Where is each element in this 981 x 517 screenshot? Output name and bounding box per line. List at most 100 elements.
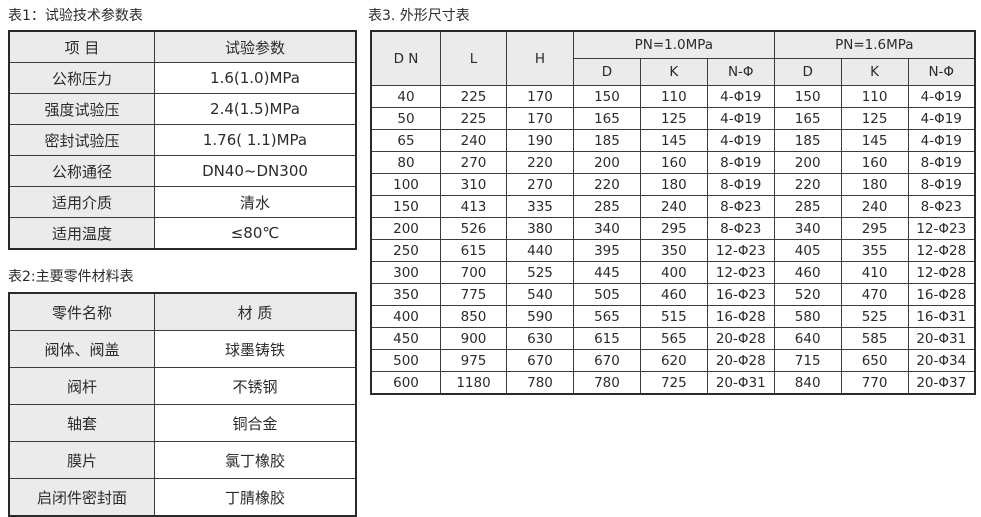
table-cell: 670 <box>506 349 574 372</box>
table-header-row: 零件名称 材 质 <box>8 292 357 331</box>
table-cell: 340 <box>773 217 842 240</box>
table1-header: 项 目 试验参数 <box>8 30 357 63</box>
table-row: 80 270 220 200 160 8-Φ19 200 160 8-Φ19 <box>370 151 976 174</box>
table2-body: 阀体、阀盖 球墨铸铁 阀杆 不锈钢 轴套 铜合金 膜片 氯丁橡胶 启闭件密封面 丁腈橡胶 <box>8 330 357 517</box>
table3-header-h: H <box>506 30 574 86</box>
table-cell: 400 <box>370 305 441 328</box>
table-cell: 355 <box>840 239 909 262</box>
table-cell: 460 <box>773 261 842 284</box>
table-cell: 615 <box>440 239 507 262</box>
table-cell: 395 <box>573 239 641 262</box>
table-cell: 适用介质 <box>8 186 155 218</box>
table-cell: 295 <box>840 217 909 240</box>
table-cell: 12-Φ23 <box>907 217 976 240</box>
table-cell: 20-Φ34 <box>907 349 976 372</box>
table-cell: 180 <box>840 173 909 196</box>
table-cell: 8-Φ23 <box>907 195 976 218</box>
table-cell: 450 <box>370 327 441 350</box>
table-cell: 膜片 <box>8 441 155 479</box>
table-cell: 150 <box>573 85 641 108</box>
table-cell: 强度试验压 <box>8 93 155 125</box>
table-row: 公称通径 DN40~DN300 <box>8 155 357 187</box>
table-cell: 350 <box>639 239 708 262</box>
table-cell: 8-Φ23 <box>706 195 775 218</box>
table-cell: 12-Φ28 <box>907 261 976 284</box>
table-cell: 770 <box>840 371 909 395</box>
table-cell: 413 <box>440 195 507 218</box>
table-cell: 铜合金 <box>154 404 357 442</box>
table-cell: 540 <box>506 283 574 306</box>
table-cell: 600 <box>370 371 441 395</box>
table-cell: 725 <box>639 371 708 395</box>
table3-header-pn10: PN=1.0MPa <box>573 30 775 59</box>
table-row: 450 900 630 615 565 20-Φ28 640 585 20-Φ31 <box>370 327 976 350</box>
table3-subheader-k-pn16: K <box>840 58 909 86</box>
table-cell: 12-Φ28 <box>907 239 976 262</box>
table-cell: 240 <box>840 195 909 218</box>
table-cell: 80 <box>370 151 441 174</box>
table-row: 膜片 氯丁橡胶 <box>8 441 357 479</box>
table-cell: 8-Φ19 <box>907 173 976 196</box>
table-cell: 270 <box>506 173 574 196</box>
table-cell: 185 <box>573 129 641 152</box>
table-cell: 700 <box>440 261 507 284</box>
table-cell: 密封试验压 <box>8 124 155 156</box>
table2-header-material: 材 质 <box>154 292 357 331</box>
table-cell: 8-Φ19 <box>706 151 775 174</box>
table-cell: 640 <box>773 327 842 350</box>
table-cell: 900 <box>440 327 507 350</box>
table-cell: 16-Φ28 <box>907 283 976 306</box>
table-cell: 110 <box>639 85 708 108</box>
table-cell: 505 <box>573 283 641 306</box>
table-cell: 200 <box>773 151 842 174</box>
table-cell: 4-Φ19 <box>706 129 775 152</box>
table-cell: 150 <box>773 85 842 108</box>
table-cell: ≤80℃ <box>154 217 357 250</box>
table-cell: 16-Φ31 <box>907 305 976 328</box>
table-row: 阀体、阀盖 球墨铸铁 <box>8 330 357 368</box>
table-cell: 410 <box>840 261 909 284</box>
table-cell: 250 <box>370 239 441 262</box>
table-cell: 440 <box>506 239 574 262</box>
table-cell: 620 <box>639 349 708 372</box>
table3-header-l: L <box>440 30 507 86</box>
table-cell: 405 <box>773 239 842 262</box>
table3-header-dn: D N <box>370 30 441 86</box>
table-row: 公称压力 1.6(1.0)MPa <box>8 62 357 94</box>
table-header-row: D N L H PN=1.0MPa PN=1.6MPa <box>370 30 976 86</box>
table-header-row: 项 目 试验参数 <box>8 30 357 63</box>
table2-header-part: 零件名称 <box>8 292 155 331</box>
table-cell: 20-Φ31 <box>907 327 976 350</box>
table-cell: 585 <box>840 327 909 350</box>
table-cell: 220 <box>573 173 641 196</box>
table-cell: 110 <box>840 85 909 108</box>
table-cell: 240 <box>440 129 507 152</box>
table-cell: 840 <box>773 371 842 395</box>
table-cell: 445 <box>573 261 641 284</box>
table-cell: 590 <box>506 305 574 328</box>
table3-subheader-nphi-pn16: N-Φ <box>907 58 976 86</box>
table-cell: 8-Φ19 <box>706 173 775 196</box>
table-cell: 515 <box>639 305 708 328</box>
table-cell: 240 <box>639 195 708 218</box>
table-cell: 150 <box>370 195 441 218</box>
table-cell: 170 <box>506 85 574 108</box>
table3-header: D N L H PN=1.0MPa PN=1.6MPa D K N-Φ D K … <box>370 30 976 86</box>
table-cell: 460 <box>639 283 708 306</box>
table1-header-value: 试验参数 <box>154 30 357 63</box>
table-cell: 清水 <box>154 186 357 218</box>
table-subheader-row: D K N-Φ D K N-Φ <box>371 58 976 86</box>
table-cell: 715 <box>773 349 842 372</box>
table-cell: 12-Φ23 <box>706 261 775 284</box>
table-cell: 400 <box>639 261 708 284</box>
table1-title: 表1：试验技术参数表 <box>8 8 143 24</box>
table-row: 200 526 380 340 295 8-Φ23 340 295 12-Φ23 <box>370 217 976 240</box>
table-cell: 285 <box>573 195 641 218</box>
table-cell: 12-Φ23 <box>706 239 775 262</box>
table-cell: 520 <box>773 283 842 306</box>
table-cell: 650 <box>840 349 909 372</box>
table-cell: 180 <box>639 173 708 196</box>
table-cell: 340 <box>573 217 641 240</box>
table-cell: 125 <box>639 107 708 130</box>
